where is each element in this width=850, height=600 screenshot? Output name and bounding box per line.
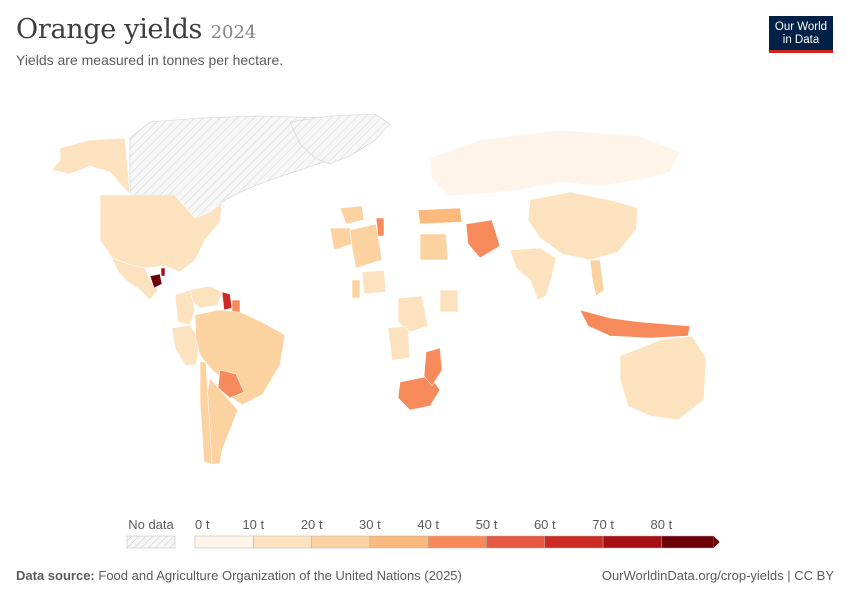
owid-logo[interactable]: Our World in Data — [769, 16, 833, 53]
region-australia[interactable] — [619, 335, 707, 421]
legend-bin-5 — [486, 535, 546, 549]
legend-no-data-swatch — [126, 535, 176, 549]
region-paraguay[interactable] — [217, 369, 245, 399]
region-guyana[interactable] — [221, 291, 233, 311]
data-source-label: Data source: — [16, 568, 95, 583]
legend-bin-4 — [427, 535, 487, 549]
year-label: 2024 — [210, 22, 257, 43]
legend-bin-1 — [253, 535, 312, 549]
legend-bin-0 — [194, 535, 254, 549]
title-row: Orange yields 2024 — [16, 14, 256, 45]
data-source-text: Food and Agriculture Organization of the… — [98, 568, 462, 583]
region-algeria[interactable] — [349, 223, 383, 269]
legend-label-4: 40 t — [417, 517, 439, 532]
legend-bin-8 — [661, 535, 714, 549]
region-colombia[interactable] — [174, 289, 196, 326]
region-russia[interactable] — [429, 129, 681, 197]
world-map[interactable] — [0, 100, 850, 480]
region-tunisia[interactable] — [375, 217, 385, 237]
region-indonesia[interactable] — [579, 309, 691, 339]
region-morocco[interactable] — [329, 227, 353, 251]
legend-label-3: 30 t — [359, 517, 381, 532]
region-greenland[interactable] — [289, 113, 391, 165]
region-ghana[interactable] — [351, 279, 361, 299]
region-iran[interactable] — [465, 219, 501, 259]
logo-line-2: in Data — [782, 34, 820, 46]
region-angola[interactable] — [387, 325, 411, 361]
logo-line-1: Our World — [774, 21, 828, 33]
region-brazil[interactable] — [194, 309, 286, 406]
region-suriname[interactable] — [231, 299, 241, 313]
region-mozambique[interactable] — [423, 347, 443, 387]
region-china[interactable] — [527, 191, 639, 261]
legend-label-6: 60 t — [534, 517, 556, 532]
region-india[interactable] — [509, 247, 557, 301]
region-spain[interactable] — [339, 205, 365, 225]
region-dr-congo[interactable] — [397, 295, 429, 333]
legend-no-data-label: No data — [128, 517, 174, 532]
region-belize[interactable] — [160, 267, 166, 277]
legend-bin-3 — [369, 535, 429, 549]
chart-title: Orange yields — [16, 14, 203, 45]
legend-label-7: 70 t — [592, 517, 614, 532]
legend-label-2: 20 t — [301, 517, 323, 532]
region-chile[interactable] — [199, 361, 213, 465]
region-turkey[interactable] — [417, 207, 463, 225]
legend-bin-7 — [602, 535, 662, 549]
region-kenya[interactable] — [439, 289, 459, 313]
chart-subtitle: Yields are measured in tonnes per hectar… — [16, 52, 284, 68]
legend-label-0: 0 t — [195, 517, 210, 532]
region-peru[interactable] — [171, 324, 201, 366]
legend-label-5: 50 t — [476, 517, 498, 532]
data-source: Data source: Food and Agriculture Organi… — [16, 568, 462, 583]
region-nigeria[interactable] — [361, 269, 387, 295]
legend-label-1: 10 t — [242, 517, 264, 532]
region-thailand[interactable] — [589, 259, 605, 297]
region-alaska[interactable] — [51, 137, 131, 196]
legend-label-8: 80 t — [651, 517, 673, 532]
footer-link[interactable]: OurWorldinData.org/crop-yields | CC BY — [601, 568, 834, 583]
map-legend: No data 0 t 10 t 20 t 30 t 40 t 50 t 60 t 70 t 8… — [126, 517, 720, 549]
region-venezuela[interactable] — [189, 285, 223, 309]
legend-arrow-tip — [713, 536, 720, 548]
legend-bin-6 — [544, 535, 604, 549]
region-guatemala[interactable] — [149, 273, 163, 289]
legend-bin-2 — [311, 535, 371, 549]
region-egypt[interactable] — [419, 233, 449, 261]
region-mexico[interactable] — [111, 257, 159, 301]
